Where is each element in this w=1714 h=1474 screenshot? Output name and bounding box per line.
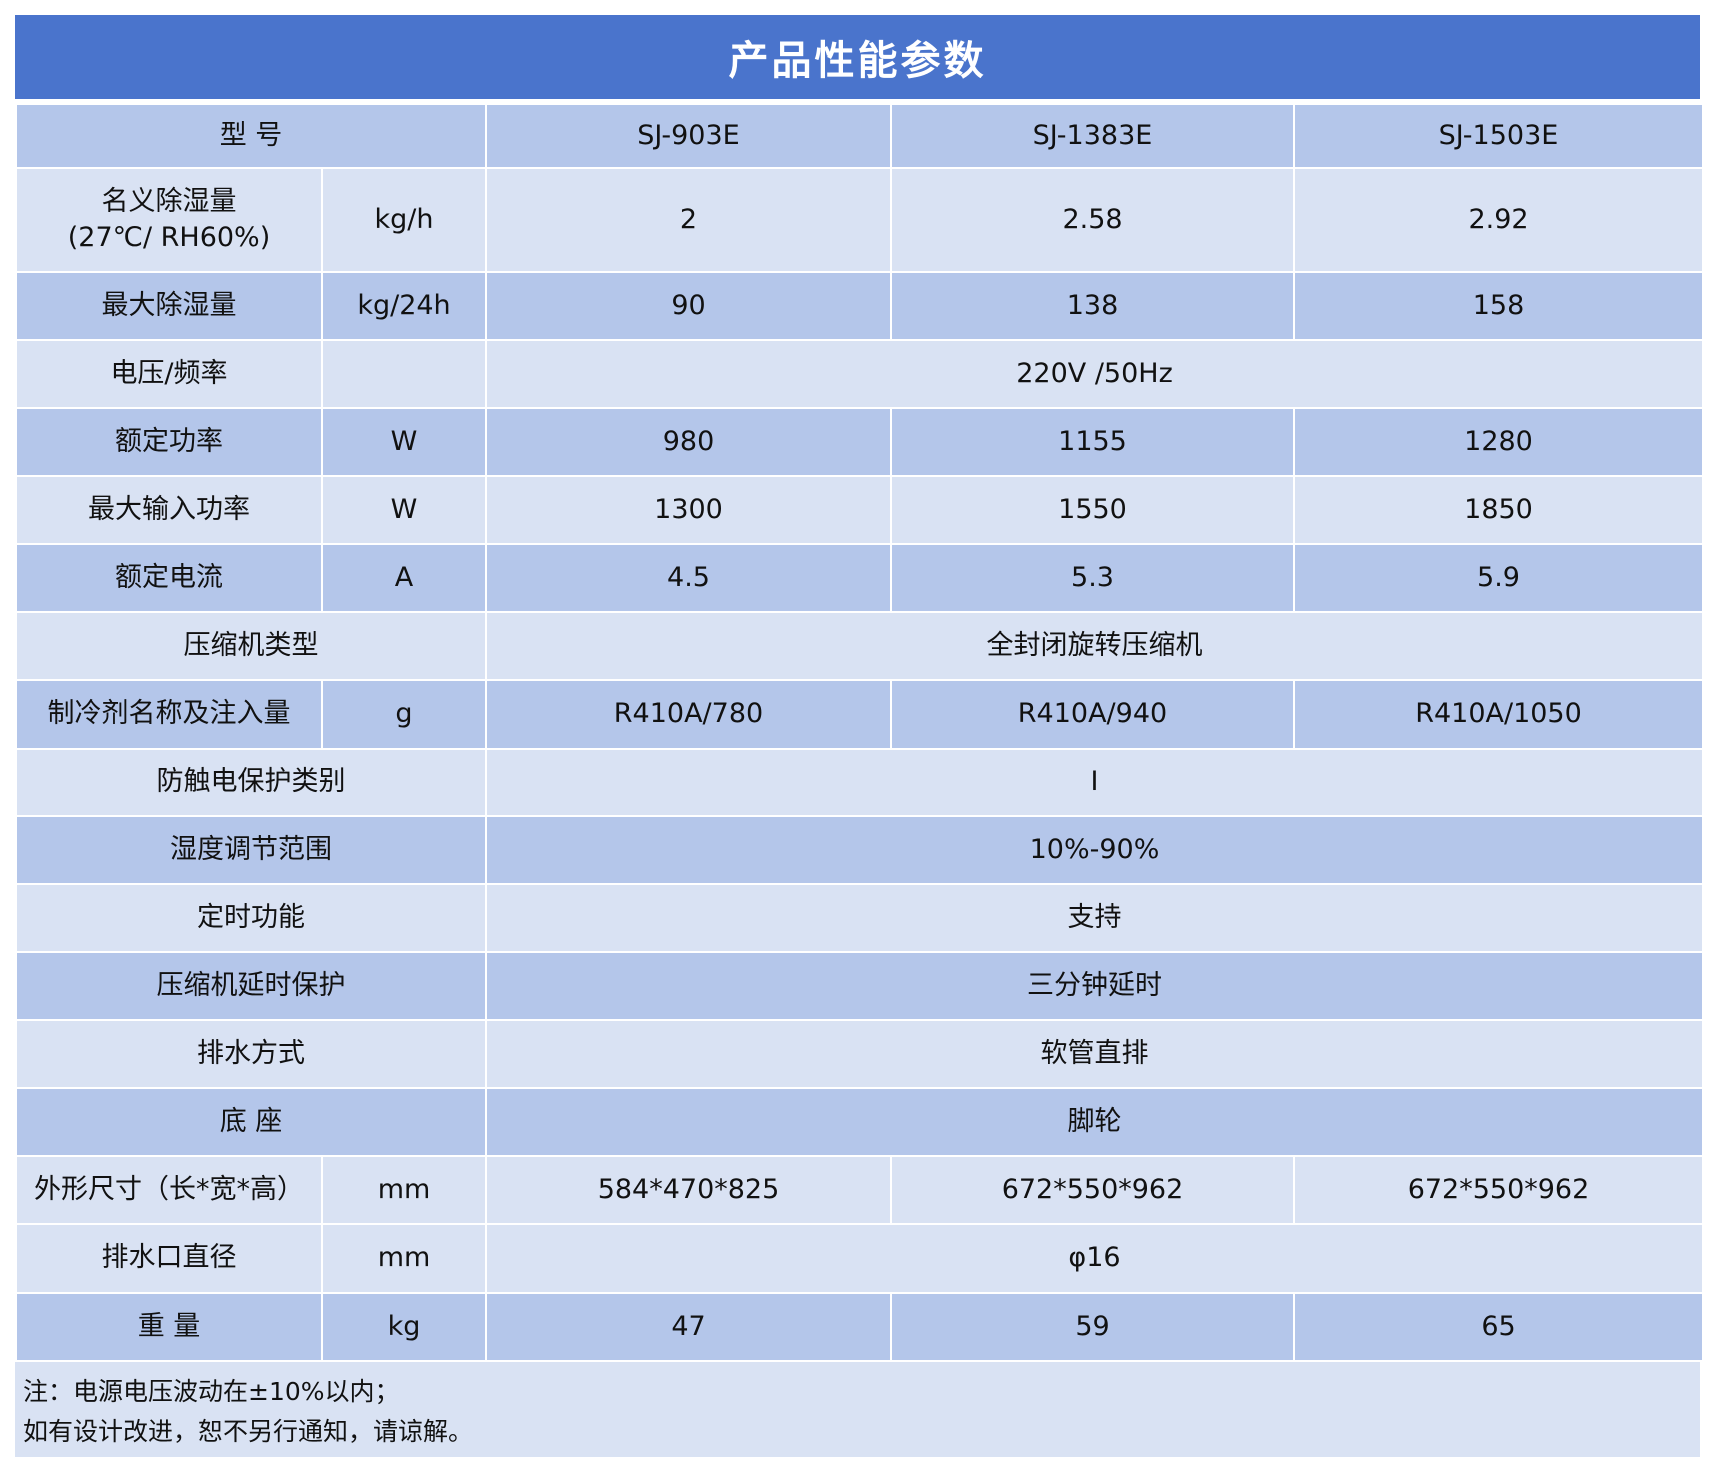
row-value: SJ-1383E xyxy=(890,103,1295,169)
row-label: 底 座 xyxy=(15,1087,487,1157)
row-label: 额定电流 xyxy=(15,543,323,613)
row-value: R410A/780 xyxy=(485,679,892,750)
row-label: 最大输入功率 xyxy=(15,475,323,545)
table-title: 产品性能参数 xyxy=(15,15,1700,99)
row-value: 1850 xyxy=(1293,475,1704,545)
note-line: 如有设计改进，恕不另行通知，请谅解。 xyxy=(23,1417,474,1446)
row-unit: W xyxy=(321,407,487,477)
row-value: 672*550*962 xyxy=(1293,1155,1704,1225)
row-label: 电压/频率 xyxy=(15,339,323,409)
footnote: 注：电源电压波动在±10%以内； 如有设计改进，恕不另行通知，请谅解。 xyxy=(15,1362,1700,1457)
row-value: 47 xyxy=(485,1292,892,1362)
note-line: 注：电源电压波动在±10%以内； xyxy=(23,1377,400,1406)
row-value: R410A/940 xyxy=(890,679,1295,750)
table-row: 型 号 SJ-903E SJ-1383E SJ-1503E xyxy=(15,103,1704,169)
row-unit: mm xyxy=(321,1155,487,1225)
row-value: 全封闭旋转压缩机 xyxy=(485,611,1704,681)
spec-table: 型 号 SJ-903E SJ-1383E SJ-1503E 名义除湿量 (27℃/ RH… xyxy=(15,103,1704,1362)
row-value: SJ-1503E xyxy=(1293,103,1704,169)
row-value: 1280 xyxy=(1293,407,1704,477)
row-value: 支持 xyxy=(485,883,1704,953)
table-row: 压缩机延时保护 三分钟延时 xyxy=(15,951,1704,1021)
table-row: 最大输入功率 W 1300 1550 1850 xyxy=(15,475,1704,545)
table-row: 定时功能 支持 xyxy=(15,883,1704,953)
table-row: 额定电流 A 4.5 5.3 5.9 xyxy=(15,543,1704,613)
row-label: 湿度调节范围 xyxy=(15,815,487,885)
row-value: 59 xyxy=(890,1292,1295,1362)
row-value: 10%-90% xyxy=(485,815,1704,885)
row-label: 排水口直径 xyxy=(15,1223,323,1294)
row-label: 制冷剂名称及注入量 xyxy=(15,679,323,750)
row-label: 压缩机延时保护 xyxy=(15,951,487,1021)
table-row: 重 量 kg 47 59 65 xyxy=(15,1292,1704,1362)
row-unit: kg/h xyxy=(321,167,487,273)
table-row: 电压/频率 220V /50Hz xyxy=(15,339,1704,409)
row-value: 138 xyxy=(890,271,1295,341)
row-value: 220V /50Hz xyxy=(485,339,1704,409)
row-label: 名义除湿量 (27℃/ RH60%) xyxy=(15,167,323,273)
row-value: 2 xyxy=(485,167,892,273)
row-label: 排水方式 xyxy=(15,1019,487,1089)
row-value: 158 xyxy=(1293,271,1704,341)
row-value: φ16 xyxy=(485,1223,1704,1294)
row-value: 1155 xyxy=(890,407,1295,477)
row-unit: kg/24h xyxy=(321,271,487,341)
row-label: 压缩机类型 xyxy=(15,611,487,681)
row-label: 额定功率 xyxy=(15,407,323,477)
row-unit: kg xyxy=(321,1292,487,1362)
row-value: 5.3 xyxy=(890,543,1295,613)
row-value: R410A/1050 xyxy=(1293,679,1704,750)
table-row: 外形尺寸（长*宽*高） mm 584*470*825 672*550*962 672*5… xyxy=(15,1155,1704,1225)
row-unit: A xyxy=(321,543,487,613)
row-value: 980 xyxy=(485,407,892,477)
row-value: 2.92 xyxy=(1293,167,1704,273)
row-value: SJ-903E xyxy=(485,103,892,169)
row-value: 脚轮 xyxy=(485,1087,1704,1157)
row-unit: mm xyxy=(321,1223,487,1294)
row-value: 672*550*962 xyxy=(890,1155,1295,1225)
table-row: 排水口直径 mm φ16 xyxy=(15,1223,1704,1294)
table-row: 排水方式 软管直排 xyxy=(15,1019,1704,1089)
table-row: 防触电保护类别 I xyxy=(15,748,1704,817)
table-row: 压缩机类型 全封闭旋转压缩机 xyxy=(15,611,1704,681)
row-value: 4.5 xyxy=(485,543,892,613)
row-label: 最大除湿量 xyxy=(15,271,323,341)
row-unit: g xyxy=(321,679,487,750)
row-value: 584*470*825 xyxy=(485,1155,892,1225)
row-label: 定时功能 xyxy=(15,883,487,953)
table-row: 底 座脚轮 xyxy=(15,1087,1704,1157)
row-value: 90 xyxy=(485,271,892,341)
row-value: 软管直排 xyxy=(485,1019,1704,1089)
table-row: 湿度调节范围 10%-90% xyxy=(15,815,1704,885)
table-row: 最大除湿量 kg/24h 90 138 158 xyxy=(15,271,1704,341)
row-unit xyxy=(321,339,487,409)
row-value: I xyxy=(485,748,1704,817)
table-row: 制冷剂名称及注入量 g R410A/780 R410A/940 R410A/1050 xyxy=(15,679,1704,750)
row-value: 5.9 xyxy=(1293,543,1704,613)
table-row: 额定功率 W 980 1155 1280 xyxy=(15,407,1704,477)
row-value: 1300 xyxy=(485,475,892,545)
row-value: 2.58 xyxy=(890,167,1295,273)
table-row: 名义除湿量 (27℃/ RH60%) kg/h 2 2.58 2.92 xyxy=(15,167,1704,273)
row-value: 65 xyxy=(1293,1292,1704,1362)
row-label: 型 号 xyxy=(15,103,487,169)
row-label: 重 量 xyxy=(15,1292,323,1362)
row-value: 三分钟延时 xyxy=(485,951,1704,1021)
row-label: 防触电保护类别 xyxy=(15,748,487,817)
row-value: 1550 xyxy=(890,475,1295,545)
row-label: 外形尺寸（长*宽*高） xyxy=(15,1155,323,1225)
row-unit: W xyxy=(321,475,487,545)
